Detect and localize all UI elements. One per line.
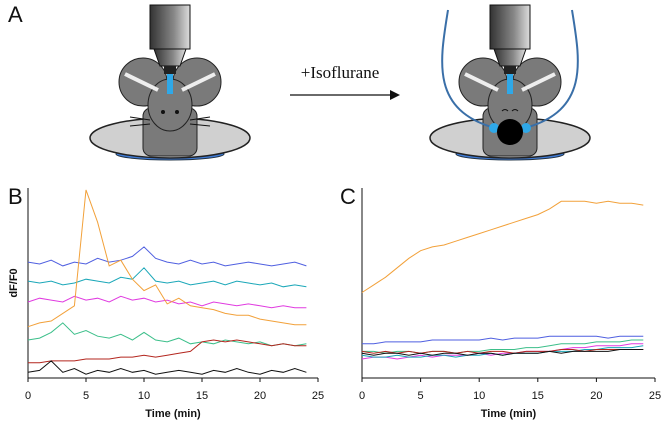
data-line (361, 349, 644, 354)
illustration-shape (181, 72, 216, 92)
illustration-shape (129, 116, 211, 127)
x-axis-label: Time (min) (481, 408, 537, 420)
illustration-shape (489, 123, 499, 133)
x-axis-label: Time (min) (145, 408, 201, 420)
illustration-shape (175, 110, 179, 114)
x-tick-label: 5 (83, 390, 89, 402)
illustration-shape (441, 9, 579, 129)
annotation: +Isoflurane (301, 63, 380, 82)
panel-label: C (340, 184, 356, 209)
x-tick-label: 15 (196, 390, 208, 402)
x-tick-label: 10 (473, 390, 485, 402)
illustration-shape (464, 72, 499, 92)
illustration-shape (161, 110, 165, 114)
data-line (27, 295, 307, 309)
illustration-shape (153, 48, 187, 67)
data-line (27, 189, 307, 328)
data-line (27, 267, 307, 288)
data-line (362, 335, 644, 345)
x-tick-label: 0 (25, 390, 31, 402)
x-tick-label: 25 (649, 390, 661, 402)
illustration-shape (124, 72, 159, 92)
data-line (27, 360, 307, 375)
illustration-shape (149, 4, 191, 50)
panel-label: A (8, 2, 23, 27)
x-tick-label: 5 (418, 390, 424, 402)
panel-label: B (8, 184, 23, 209)
x-tick-label: 25 (312, 390, 324, 402)
x-tick-label: 15 (532, 390, 544, 402)
x-tick-label: 0 (359, 390, 365, 402)
illustration-shape (493, 48, 527, 67)
illustration-shape (167, 74, 173, 94)
data-line (28, 339, 307, 364)
illustration-shape (504, 66, 516, 74)
illustration-shape (489, 4, 531, 50)
illustration-shape (507, 74, 513, 94)
data-line (361, 349, 644, 356)
illustration (89, 4, 591, 161)
illustration-shape (164, 66, 176, 74)
data-line (27, 246, 307, 267)
y-axis-label: dF/F0 (8, 268, 20, 297)
x-tick-label: 20 (254, 390, 266, 402)
data-line (27, 322, 307, 347)
data-line (361, 200, 644, 293)
x-tick-label: 20 (590, 390, 602, 402)
illustration-shape (390, 90, 400, 100)
illustration-shape (497, 119, 523, 145)
illustration-shape (501, 109, 519, 112)
x-tick-label: 10 (138, 390, 150, 402)
illustration-shape (521, 72, 556, 92)
illustration-shape (521, 123, 531, 133)
